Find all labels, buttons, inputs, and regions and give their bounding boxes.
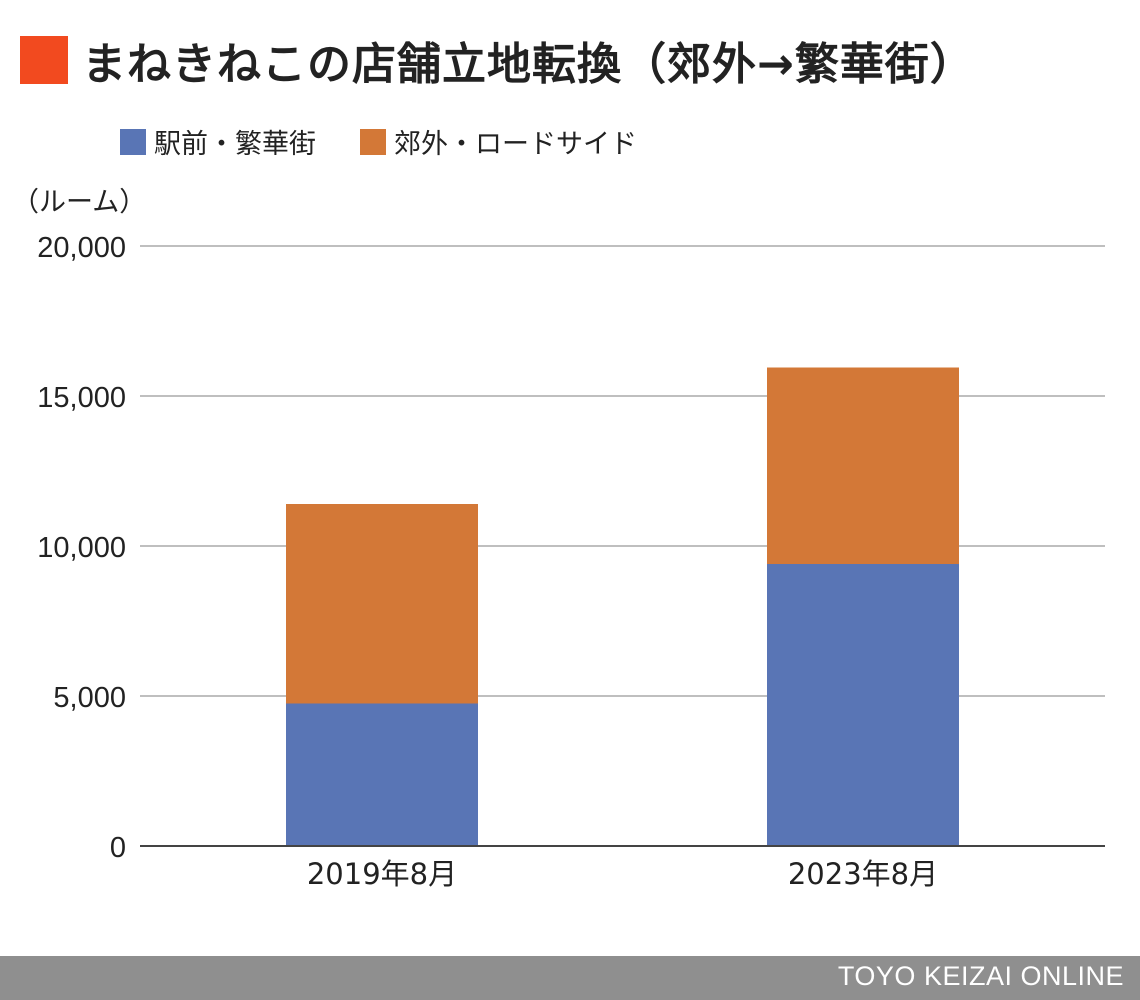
legend-label-series-1: 駅前・繁華街 — [154, 129, 316, 160]
chart-title: まねきねこの店舗立地転換（郊外→繁華街） — [82, 39, 975, 90]
x-axis-tick-labels: 2019年8月 2023年8月 — [307, 857, 938, 891]
bars — [286, 367, 959, 846]
legend-swatch-series-1 — [120, 128, 146, 155]
y-tick-label: 5,000 — [53, 682, 126, 714]
chart-title-row: まねきねこの店舗立地転換（郊外→繁華街） — [20, 28, 975, 92]
grid-lines — [140, 245, 1105, 697]
y-tick-label: 20,000 — [37, 232, 126, 264]
y-tick-label: 15,000 — [37, 382, 126, 414]
bar-series-2 — [767, 367, 959, 564]
stacked-bar-chart: 0 5,000 10,000 15,000 20,000 2019年8月 2023年8月 — [37, 232, 1105, 891]
legend: 駅前・繁華街 郊外・ロードサイド — [120, 122, 681, 161]
x-tick-label: 2019年8月 — [307, 857, 457, 891]
footer-credit: TOYO KEIZAI ONLINE — [837, 961, 1124, 991]
bar-series-2 — [286, 504, 478, 704]
footer-bar: TOYO KEIZAI ONLINE — [0, 956, 1140, 1000]
y-tick-label: 10,000 — [37, 532, 126, 564]
legend-swatch-series-2 — [360, 128, 386, 155]
y-axis-tick-labels: 0 5,000 10,000 15,000 20,000 — [37, 232, 126, 864]
x-tick-label: 2023年8月 — [788, 857, 938, 891]
bar-series-1 — [767, 564, 959, 846]
y-axis-unit-label: （ルーム） — [12, 187, 147, 218]
y-tick-label: 0 — [110, 832, 126, 864]
title-marker-square — [20, 36, 68, 84]
legend-item-series-2: 郊外・ロードサイド — [360, 122, 637, 161]
bar-series-1 — [286, 703, 478, 846]
legend-item-series-1: 駅前・繁華街 — [120, 122, 316, 161]
legend-label-series-2: 郊外・ロードサイド — [394, 129, 637, 160]
